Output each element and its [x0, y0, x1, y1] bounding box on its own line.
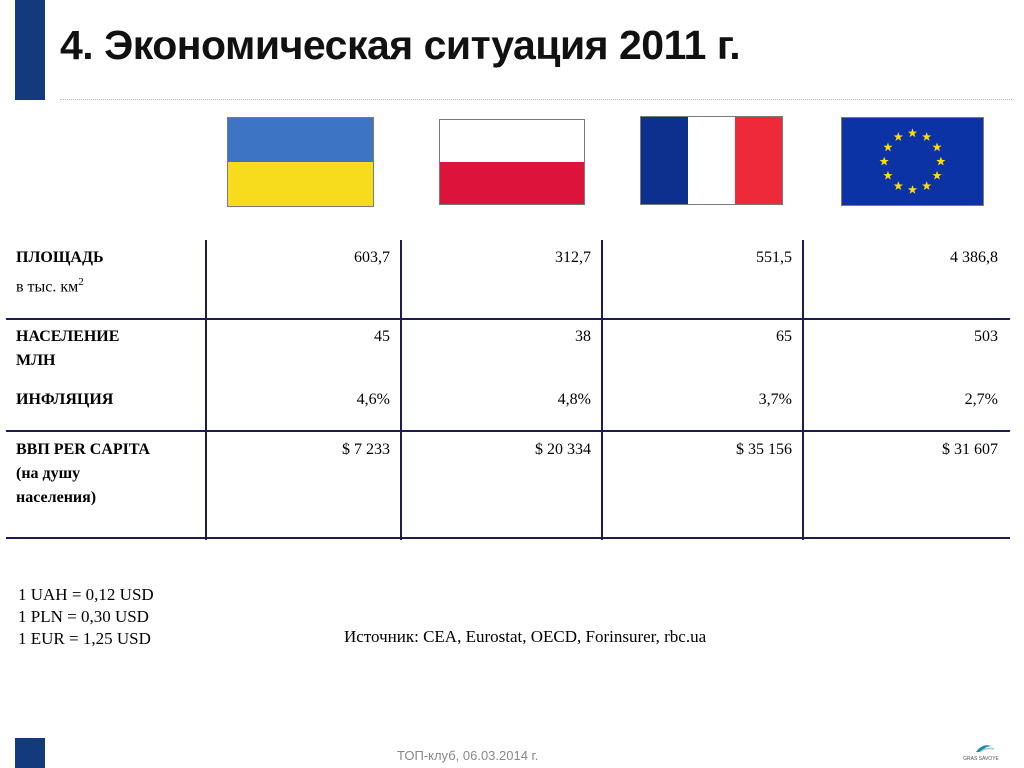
- row-label-gdp: ВВП PER CAPITA (на душу населения): [16, 438, 150, 510]
- table-cell: $ 20 334: [535, 441, 591, 458]
- column-divider: [205, 240, 207, 540]
- row-label-inflation: ИНФЛЯЦИЯ: [16, 388, 113, 412]
- economic-table: ПЛОЩАДЬ в тыс. км2 603,7 312,7 551,5 4 3…: [6, 240, 1010, 540]
- table-cell: 551,5: [756, 249, 792, 266]
- row-label-population: НАСЕЛЕНИЕ МЛН: [16, 325, 119, 373]
- table-cell: $ 35 156: [736, 441, 792, 458]
- svg-text:GRAS SAVOYE: GRAS SAVOYE: [963, 756, 999, 762]
- rate-line: 1 EUR = 1,25 USD: [18, 629, 151, 648]
- table-cell: $ 31 607: [942, 441, 998, 458]
- eu-stars-icon: [879, 128, 946, 194]
- table-cell: 603,7: [354, 249, 390, 266]
- title-divider: [60, 99, 1012, 100]
- table-cell: 45: [374, 328, 390, 345]
- eu-star-icon: [907, 128, 918, 138]
- table-cell: 65: [776, 328, 792, 345]
- table-cell: 4,6%: [356, 391, 390, 408]
- title-accent-bar: [15, 0, 45, 100]
- source-note: Источник: CEA, Eurostat, OECD, Forinsure…: [344, 627, 707, 646]
- superscript: 2: [78, 276, 84, 288]
- row-label-area: ПЛОЩАДЬ в тыс. км2: [16, 246, 104, 299]
- label-line: ВВП PER CAPITA: [16, 441, 150, 458]
- eu-star-icon: [893, 181, 903, 191]
- eu-star-icon: [907, 184, 918, 194]
- ukraine-flag: [227, 117, 374, 207]
- table-cell: $ 7 233: [342, 441, 390, 458]
- eu-star-icon: [936, 156, 946, 166]
- eu-star-icon: [932, 170, 942, 180]
- france-flag: [640, 116, 783, 205]
- label-line: ИНФЛЯЦИЯ: [16, 391, 114, 408]
- table-cell: 4,8%: [557, 391, 591, 408]
- exchange-rates: 1 UAH = 0,12 USD 1 PLN = 0,30 USD 1 EUR …: [18, 584, 154, 650]
- table-cell: 4 386,8: [950, 249, 998, 266]
- poland-flag: [439, 119, 585, 205]
- table-cell: 2,7%: [964, 391, 998, 408]
- column-divider: [400, 240, 402, 540]
- table-cell: 312,7: [555, 249, 591, 266]
- eu-star-icon: [893, 132, 903, 141]
- label-line: НАСЕЛЕНИЕ: [16, 328, 120, 345]
- page-title: 4. Экономическая ситуация 2011 г.: [60, 22, 741, 68]
- label-line: МЛН: [16, 352, 56, 369]
- footer-accent-square: [15, 738, 45, 768]
- rate-line: 1 UAH = 0,12 USD: [18, 585, 154, 604]
- eu-star-icon: [879, 156, 889, 166]
- table-cell: 503: [974, 328, 998, 345]
- row-divider: [6, 318, 1010, 320]
- label-line: населения): [16, 489, 97, 506]
- eu-star-icon: [922, 181, 932, 191]
- rate-line: 1 PLN = 0,30 USD: [18, 607, 149, 626]
- eu-flag: [841, 117, 984, 206]
- column-divider: [601, 240, 603, 540]
- gras-savoye-logo: GRAS SAVOYE: [963, 745, 1000, 762]
- eu-star-icon: [883, 170, 893, 180]
- table-cell: 38: [575, 328, 591, 345]
- table-bottom-border: [6, 537, 1010, 539]
- label-line: (на душу: [16, 465, 81, 482]
- label-line: ПЛОЩАДЬ: [16, 249, 104, 266]
- eu-star-icon: [922, 132, 932, 141]
- footer-text: ТОП-клуб, 06.03.2014 г.: [397, 748, 539, 763]
- column-divider: [802, 240, 804, 540]
- table-cell: 3,7%: [758, 391, 792, 408]
- row-divider: [6, 430, 1010, 432]
- label-line: в тыс. км2: [16, 276, 84, 296]
- eu-star-icon: [932, 142, 942, 152]
- eu-star-icon: [883, 142, 893, 152]
